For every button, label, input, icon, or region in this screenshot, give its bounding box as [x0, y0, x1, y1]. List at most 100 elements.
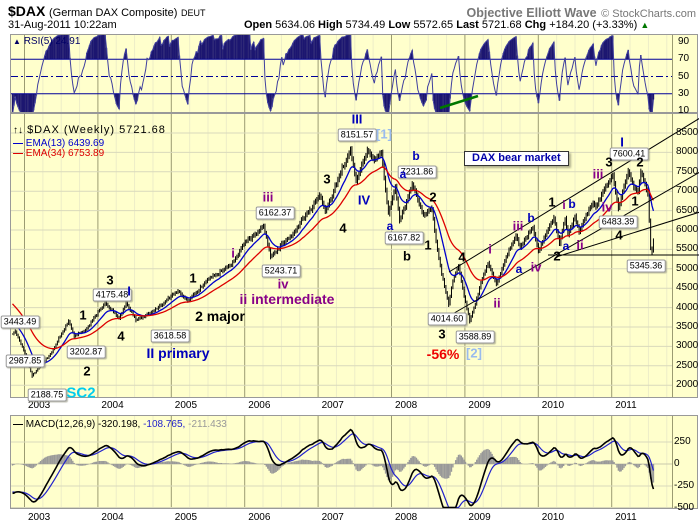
price-x-year-label: 2007	[321, 400, 344, 411]
rsi-axis-label: 90	[678, 36, 690, 47]
quote-chg-label: Chg	[524, 19, 550, 31]
wave-label: b	[568, 197, 576, 211]
price-axis-label: 7000	[676, 185, 699, 197]
brand-name: Objective Elliott Wave	[466, 6, 597, 20]
wave-label: b	[527, 211, 535, 225]
ema13-legend: — EMA(13) 6439.69	[13, 138, 104, 149]
price-x-year-label: 2003	[28, 400, 51, 411]
wave-label: I	[127, 283, 131, 299]
price-axis-label: 2500	[676, 359, 699, 371]
price-axis-label: 2000	[676, 379, 699, 391]
macd-dash-icon: —	[13, 419, 23, 430]
wave-label: a	[399, 167, 407, 181]
wave-label: 1	[424, 237, 432, 253]
wave-label: I	[620, 134, 624, 150]
price-axis-label: 8000	[676, 146, 699, 158]
brand-site-link[interactable]: © StockCharts.com	[601, 8, 696, 20]
change-up-arrow-icon: ▲	[640, 20, 650, 30]
macd-axis-label: 250	[674, 436, 691, 447]
macd-signal-value: -108.765,	[143, 419, 186, 430]
price-flag: 6162.37	[255, 206, 295, 220]
wave-label: iv	[277, 276, 289, 292]
wave-label: III	[351, 111, 363, 127]
rsi-panel	[10, 34, 698, 113]
macd-x-year-label: 2011	[615, 512, 637, 523]
price-panel	[10, 113, 698, 398]
price-flag: 5345.36	[626, 259, 666, 273]
wave-label: i	[231, 245, 235, 261]
macd-x-year-label: 2006	[248, 512, 271, 523]
quote-last-label: Last	[456, 19, 482, 31]
macd-legend: — MACD(12,26,9) -320.198, -108.765, -211…	[13, 419, 227, 430]
wave-label: 1	[189, 270, 197, 286]
price-flag: 2188.75	[27, 388, 67, 402]
wave-label: i	[488, 241, 492, 257]
wave-label: ii	[576, 237, 584, 253]
symbol-name: (German DAX Composite)	[48, 7, 178, 19]
wave-label: [2]	[466, 345, 482, 361]
wave-label: 1	[548, 194, 556, 210]
macd-x-year-label: 2003	[28, 512, 51, 523]
updown-arrows-icon: ↑↓	[13, 125, 23, 136]
wave-label: b	[403, 248, 411, 264]
macd-hist-value: -211.433	[188, 419, 227, 430]
price-flag: 4014.60	[427, 312, 467, 326]
wave-label: b	[412, 149, 420, 163]
wave-label: -56%	[426, 346, 460, 362]
price-flag: 4175.48	[92, 288, 132, 302]
ema13-dash-icon: —	[13, 138, 23, 149]
wave-label: a	[386, 219, 394, 233]
wave-label: 2	[429, 189, 437, 205]
price-flag: 3443.49	[0, 315, 40, 329]
symbol: $DAX	[8, 3, 46, 19]
price-flag: 2987.85	[5, 354, 45, 368]
wave-label: 2	[83, 363, 91, 379]
macd-x-year-label: 2008	[395, 512, 418, 523]
quote-low-value: 5572.65	[413, 19, 457, 31]
wave-label: iv	[530, 259, 542, 275]
price-axis-label: 6500	[676, 204, 699, 216]
rsi-legend: ▲ RSI(5) 24.91	[13, 36, 80, 47]
wave-label: iv	[601, 199, 613, 215]
wave-label: IV	[357, 192, 371, 208]
price-x-year-label: 2005	[174, 400, 198, 411]
wave-label: 4	[339, 220, 347, 236]
price-x-year-label: 2004	[101, 400, 124, 411]
quote-low-label: Low	[388, 19, 414, 31]
price-axis-label: 4500	[676, 282, 699, 294]
macd-x-year-label: 2004	[101, 512, 124, 523]
macd-x-year-label: 2010	[541, 512, 565, 523]
price-flag: 3618.58	[150, 329, 190, 343]
quote-row: Open 5634.06 High 5734.49 Low 5572.65 La…	[244, 19, 649, 31]
macd-legend-text: MACD(12,26,9)	[25, 419, 96, 430]
quote-high-label: High	[318, 19, 346, 31]
wave-label: 2	[553, 248, 561, 264]
wave-label: 3	[438, 326, 446, 342]
wave-label: 3	[605, 154, 613, 170]
wave-label: a	[515, 262, 523, 276]
price-x-year-label: 2010	[541, 400, 565, 411]
rsi-axis-label: 70	[678, 53, 690, 65]
macd-x-year-label: 2009	[468, 512, 491, 523]
price-flag: 8151.57	[337, 128, 377, 142]
rsi-axis-label: 30	[678, 87, 690, 99]
ema13-legend-text: EMA(13) 6439.69	[25, 138, 105, 149]
rsi-legend-text: RSI(5) 24.91	[23, 36, 81, 47]
price-axis-label: 7500	[676, 165, 699, 177]
macd-x-year-label: 2005	[174, 512, 198, 523]
price-axis-label: 4000	[676, 301, 699, 313]
price-x-year-label: 2008	[395, 400, 418, 411]
quote-chg-value: +184.20 (+3.33%)	[549, 19, 641, 31]
price-x-year-label: 2011	[615, 400, 637, 411]
triangle-icon: ▲	[13, 37, 21, 46]
macd-axis-label: -500	[674, 501, 695, 513]
quote-high-value: 5734.49	[345, 19, 389, 31]
wave-label: 4	[615, 227, 623, 243]
macd-axis-label: 0	[674, 458, 680, 469]
price-axis-label: 3000	[676, 340, 699, 352]
wave-label: II primary	[146, 345, 210, 361]
wave-label: 1	[631, 193, 639, 209]
price-x-axis-strip	[10, 398, 698, 415]
wave-label: a	[562, 239, 570, 253]
